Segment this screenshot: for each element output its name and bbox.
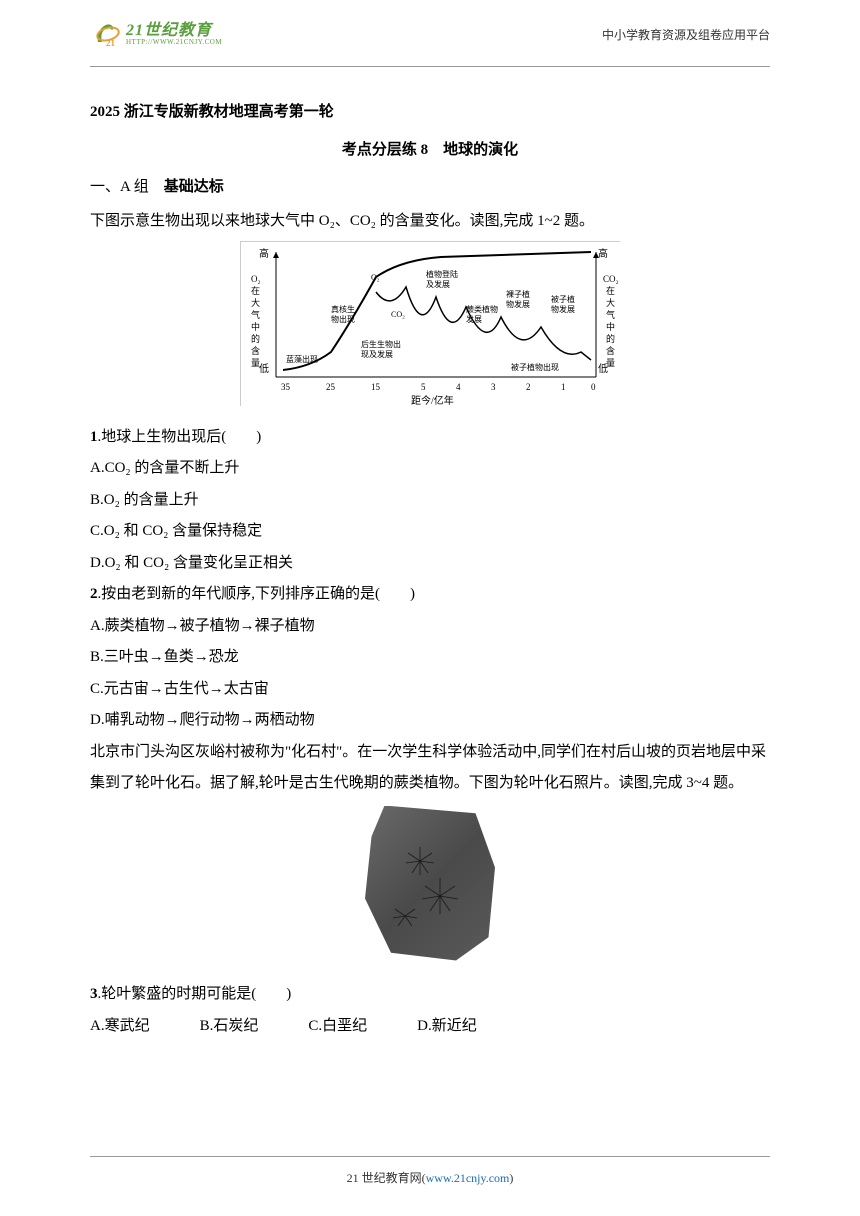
svg-text:现及发展: 现及发展 [361,349,393,359]
svg-text:物发展: 物发展 [506,299,530,309]
svg-text:中: 中 [606,321,615,332]
svg-text:气: 气 [251,309,260,320]
svg-text:物出现: 物出现 [331,314,355,324]
header-platform-text: 中小学教育资源及组卷应用平台 [602,26,770,43]
q3-option-c: C.白垩纪 [308,1011,367,1043]
subtitle: 考点分层练 8 地球的演化 [90,135,770,167]
q2-option-d: D.哺乳动物→爬行动物→两栖动物 [90,705,770,737]
svg-text:低: 低 [259,362,269,375]
q3-options-row: A.寒武纪 B.石炭纪 C.白垩纪 D.新近纪 [90,1011,770,1043]
svg-text:大: 大 [606,297,615,308]
page-footer: 21 世纪教育网(www.21cnjy.com) [0,1156,860,1186]
svg-text:距今/亿年: 距今/亿年 [411,394,454,407]
document-content: 2025 浙江专版新教材地理高考第一轮 考点分层练 8 地球的演化 一、A 组 … [0,67,860,1062]
logo-url: HTTP://WWW.21CNJY.COM [126,39,222,46]
section-prefix: 一、A 组 [90,179,149,195]
svg-text:1: 1 [561,382,566,392]
fossil-container [90,806,770,974]
svg-text:蕨类植物: 蕨类植物 [466,304,498,314]
svg-text:高: 高 [259,247,269,260]
svg-text:真核生: 真核生 [331,304,355,314]
q3-number: 3 [90,986,98,1002]
svg-text:大: 大 [251,297,260,308]
q2-option-a: A.蕨类植物→被子植物→裸子植物 [90,611,770,643]
logo: 21 21世纪教育 HTTP://WWW.21CNJY.COM [90,20,222,48]
q3-stem: .轮叶繁盛的时期可能是( ) [98,986,292,1002]
page-header: 21 21世纪教育 HTTP://WWW.21CNJY.COM 中小学教育资源及… [0,0,860,58]
q3-option-a: A.寒武纪 [90,1011,150,1043]
q2-option-b: B.三叶虫→鱼类→恐龙 [90,642,770,674]
svg-text:5: 5 [421,382,426,392]
q1-option-d: D.O₂ 和 CO₂ 含量变化呈正相关 [90,548,770,580]
footer-prefix: 21 世纪教育网( [347,1171,426,1185]
question-2: 2.按由老到新的年代顺序,下列排序正确的是( ) [90,579,770,611]
svg-text:2: 2 [526,382,531,392]
svg-text:发展: 发展 [466,314,482,324]
svg-text:CO₂: CO₂ [603,274,619,284]
main-title: 2025 浙江专版新教材地理高考第一轮 [90,97,770,129]
section-label: 基础达标 [164,179,224,195]
svg-text:蓝藻出现: 蓝藻出现 [286,354,318,364]
q2-option-c: C.元古宙→古生代→太古宙 [90,674,770,706]
q2-number: 2 [90,586,98,602]
q2-stem: .按由老到新的年代顺序,下列排序正确的是( ) [98,586,416,602]
svg-text:高: 高 [598,247,608,260]
svg-text:后生生物出: 后生生物出 [361,339,401,349]
section-a-header: 一、A 组 基础达标 [90,172,770,204]
svg-text:气: 气 [606,309,615,320]
svg-text:O₂: O₂ [371,273,380,282]
q1-option-c: C.O₂ 和 CO₂ 含量保持稳定 [90,516,770,548]
svg-text:的: 的 [251,333,260,344]
svg-text:15: 15 [371,382,381,392]
svg-text:被子植物出现: 被子植物出现 [511,362,559,372]
svg-text:CO₂: CO₂ [391,310,405,319]
paragraph-2: 北京市门头沟区灰峪村被称为"化石村"。在一次学生科学体验活动中,同学们在村后山坡… [90,737,770,800]
q3-option-b: B.石炭纪 [200,1011,259,1043]
svg-text:植物登陆: 植物登陆 [426,269,458,279]
o2-co2-chart: 高 低 高 低 O₂在大气中的含量 CO₂在大气中的含量 35 25 1 [240,241,620,406]
question-1: 1.地球上生物出现后( ) [90,422,770,454]
svg-text:量: 量 [251,358,260,368]
question-3: 3.轮叶繁盛的时期可能是( ) [90,979,770,1011]
svg-text:中: 中 [251,321,260,332]
svg-text:O₂: O₂ [251,274,261,284]
logo-text: 21世纪教育 HTTP://WWW.21CNJY.COM [126,23,222,46]
q3-option-d: D.新近纪 [417,1011,477,1043]
svg-text:3: 3 [491,382,496,392]
svg-text:在: 在 [251,285,260,296]
svg-text:25: 25 [326,382,336,392]
svg-text:21: 21 [106,38,116,48]
q1-stem: .地球上生物出现后( ) [98,429,262,445]
svg-text:在: 在 [606,285,615,296]
footer-divider [90,1156,770,1157]
footer-suffix: ) [509,1171,513,1185]
svg-text:的: 的 [606,333,615,344]
intro-paragraph: 下图示意生物出现以来地球大气中 O₂、CO₂ 的含量变化。读图,完成 1~2 题… [90,206,770,238]
svg-text:4: 4 [456,382,461,392]
q1-option-a: A.CO₂ 的含量不断上升 [90,453,770,485]
q1-option-b: B.O₂ 的含量上升 [90,485,770,517]
svg-text:含: 含 [606,345,615,356]
svg-text:被子植: 被子植 [551,294,575,304]
svg-text:0: 0 [591,382,596,392]
footer-text: 21 世纪教育网(www.21cnjy.com) [0,1169,860,1186]
logo-main-text: 21世纪教育 [126,23,222,39]
svg-text:量: 量 [606,358,615,368]
svg-text:物发展: 物发展 [551,304,575,314]
svg-text:含: 含 [251,345,260,356]
logo-icon: 21 [90,20,122,48]
svg-text:35: 35 [281,382,291,392]
svg-text:及发展: 及发展 [426,279,450,289]
fossil-photo [365,806,495,961]
chart-container: 高 低 高 低 O₂在大气中的含量 CO₂在大气中的含量 35 25 1 [90,241,770,420]
q1-number: 1 [90,429,98,445]
footer-url: www.21cnjy.com [426,1171,510,1185]
svg-text:裸子植: 裸子植 [506,289,530,299]
